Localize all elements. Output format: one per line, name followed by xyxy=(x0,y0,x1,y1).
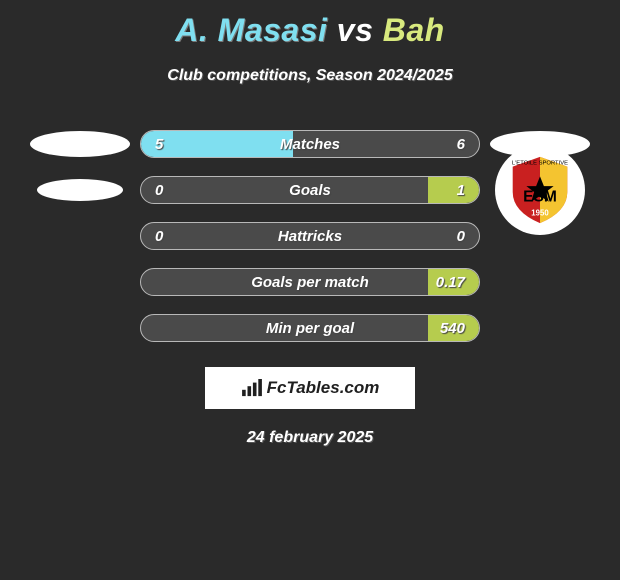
fctables-watermark: FcTables.com xyxy=(205,367,415,409)
esm-badge-svg: ESM L'ETOILE SPORTIVE 1950 xyxy=(501,151,579,229)
team-logo-left-2 xyxy=(37,179,123,201)
bar-label: Min per goal xyxy=(141,320,479,337)
date-text: 24 february 2025 xyxy=(0,429,620,447)
bar-matches: 5 Matches 6 xyxy=(140,130,480,158)
player2-name: Bah xyxy=(383,12,445,48)
bar-gpm: Goals per match 0.17 xyxy=(140,268,480,296)
bar-label: Goals per match xyxy=(141,274,479,291)
esm-year: 1950 xyxy=(531,208,549,217)
stats-block: 5 Matches 6 0 Goals 1 xyxy=(0,121,620,351)
team-logo-left-1 xyxy=(30,131,130,157)
svg-text:L'ETOILE SPORTIVE: L'ETOILE SPORTIVE xyxy=(512,161,568,167)
esm-badge: ESM L'ETOILE SPORTIVE 1950 xyxy=(495,145,585,235)
val-right: 540 xyxy=(440,320,465,337)
val-right: 0 xyxy=(457,228,465,245)
fctables-text: FcTables.com xyxy=(267,378,380,398)
esm-letters: ESM xyxy=(523,189,557,206)
bar-label: Hattricks xyxy=(141,228,479,245)
vs-text: vs xyxy=(337,12,374,48)
logo-slot-left-2 xyxy=(20,179,140,201)
val-right: 0.17 xyxy=(436,274,465,291)
bar-label: Matches xyxy=(141,136,479,153)
comparison-card: A. Masasi vs Bah Club competitions, Seas… xyxy=(0,0,620,580)
bar-label: Goals xyxy=(141,182,479,199)
stat-row-gpm: Goals per match 0.17 xyxy=(0,259,620,305)
page-title: A. Masasi vs Bah xyxy=(0,0,620,49)
stat-row-mpg: Min per goal 540 xyxy=(0,305,620,351)
logo-slot-right-2: ESM L'ETOILE SPORTIVE 1950 xyxy=(480,145,600,235)
bar-mpg: Min per goal 540 xyxy=(140,314,480,342)
player1-name: A. Masasi xyxy=(175,12,327,48)
subtitle: Club competitions, Season 2024/2025 xyxy=(0,67,620,85)
bar-goals: 0 Goals 1 xyxy=(140,176,480,204)
bars-icon xyxy=(241,379,263,397)
stat-row-goals: 0 Goals 1 ESM L'ETOILE SPORTIVE 1950 xyxy=(0,167,620,213)
val-right: 6 xyxy=(457,136,465,153)
bar-hattricks: 0 Hattricks 0 xyxy=(140,222,480,250)
logo-slot-left-1 xyxy=(20,131,140,157)
val-right: 1 xyxy=(457,182,465,199)
